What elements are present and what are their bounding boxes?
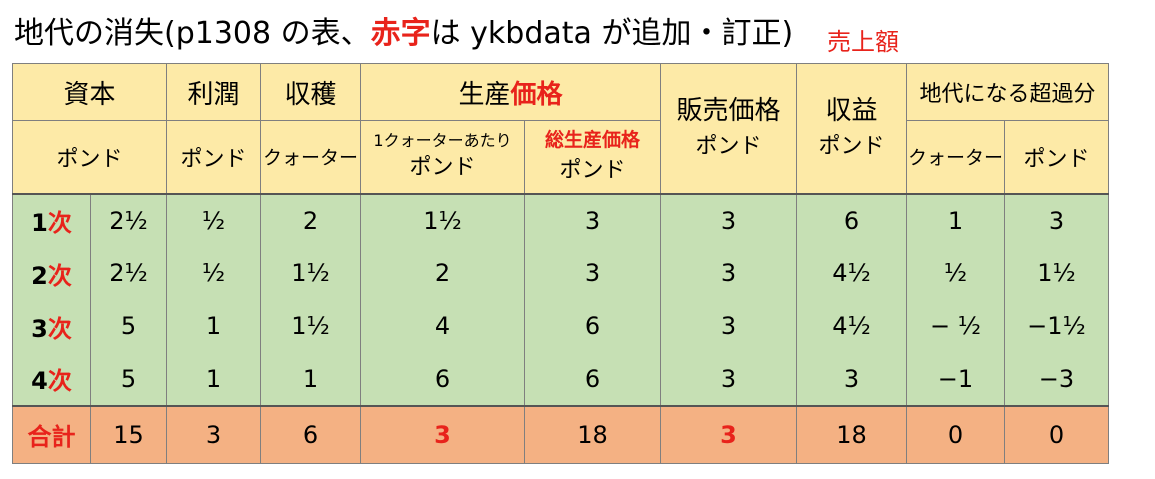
cell-revenue: 6 — [796, 192, 907, 247]
col-production-price: 生産価格 — [360, 63, 661, 121]
cell-total-price: 6 — [524, 299, 661, 353]
cell-per-quarter: 2 — [360, 246, 525, 300]
col-revenue-unit: ポンド — [818, 134, 885, 160]
row-label: 3次 — [12, 299, 91, 353]
total-row: 合計 15 3 6 3 18 3 18 0 0 — [12, 404, 1109, 464]
cell-revenue: 3 — [796, 352, 907, 406]
total-capital: 15 — [90, 404, 167, 464]
title-red-word: 赤字 — [370, 16, 431, 51]
cell-rent-pound: −3 — [1004, 352, 1109, 406]
cell-total-price: 3 — [524, 192, 661, 247]
col-total-production-price-unit: ポンド — [559, 157, 626, 183]
col-production-price-red: 価格 — [510, 79, 563, 110]
sales-annotation: 売上額 — [827, 28, 899, 56]
col-selling-price: 販売価格 ポンド — [660, 63, 797, 194]
table-row: 3次 5 1 1¹⁄₂ 4 6 3 4¹⁄₂ − ¹⁄₂ −1¹⁄₂ — [12, 299, 1109, 353]
col-selling-price-title: 販売価格 — [676, 96, 781, 127]
cell-selling-price: 3 — [660, 192, 797, 247]
row-label: 1次 — [12, 192, 91, 247]
col-per-quarter-title: 1クォーターあたり — [373, 131, 512, 151]
cell-rent-quarter: − ¹⁄₂ — [906, 299, 1005, 353]
cell-capital: 5 — [90, 299, 167, 353]
cell-total-price: 3 — [524, 246, 661, 300]
cell-capital: 2¹⁄₂ — [90, 192, 167, 247]
cell-rent-quarter: −1 — [906, 352, 1005, 406]
cell-rent-pound: 3 — [1004, 192, 1109, 247]
col-rent-surplus: 地代になる超過分 — [906, 63, 1109, 121]
cell-rent-quarter: ¹⁄₂ — [906, 246, 1005, 300]
cell-harvest: 1¹⁄₂ — [260, 246, 361, 300]
col-total-production-price-title: 総生産価格 — [544, 129, 640, 152]
cell-profit: ¹⁄₂ — [166, 246, 261, 300]
total-revenue: 18 — [796, 404, 907, 464]
cell-revenue: 4¹⁄₂ — [796, 299, 907, 353]
col-revenue: 収益 ポンド — [796, 63, 907, 194]
col-production-price-black: 生産 — [458, 79, 511, 110]
col-rent-pound-unit: ポンド — [1004, 120, 1109, 194]
row-label: 4次 — [12, 352, 91, 406]
cell-profit: ¹⁄₂ — [166, 192, 261, 247]
title-prefix: 地代の消失(p1308 の表、 — [14, 16, 371, 51]
cell-profit: 1 — [166, 299, 261, 353]
total-profit: 3 — [166, 404, 261, 464]
cell-capital: 2¹⁄₂ — [90, 246, 167, 300]
rent-table: 資本 利潤 収穫 生産価格 販売価格 ポンド 収益 ポンド 地代になる超過分 ポ… — [12, 63, 1109, 464]
cell-per-quarter: 1¹⁄₂ — [360, 192, 525, 247]
page-title: 地代の消失(p1308 の表、赤字は ykbdata が追加・訂正) — [14, 8, 793, 52]
table-row: 1次 2¹⁄₂ ¹⁄₂ 2 1¹⁄₂ 3 3 6 1 3 — [12, 192, 1109, 247]
cell-revenue: 4¹⁄₂ — [796, 246, 907, 300]
col-per-quarter-unit: ポンド — [409, 155, 476, 181]
col-total-production-price: 総生産価格 ポンド — [524, 120, 661, 194]
cell-rent-pound: 1¹⁄₂ — [1004, 246, 1109, 300]
cell-per-quarter: 4 — [360, 299, 525, 353]
cell-selling-price: 3 — [660, 246, 797, 300]
cell-total-price: 6 — [524, 352, 661, 406]
col-profit-unit: ポンド — [166, 120, 261, 194]
row-label: 2次 — [12, 246, 91, 300]
col-capital: 資本 — [12, 63, 167, 121]
cell-harvest: 1¹⁄₂ — [260, 299, 361, 353]
total-rent-pound: 0 — [1004, 404, 1109, 464]
col-harvest-unit: クォーター — [260, 120, 361, 194]
total-total-price: 18 — [524, 404, 661, 464]
col-capital-unit: ポンド — [12, 120, 167, 194]
col-harvest: 収穫 — [260, 63, 361, 121]
total-rent-quarter: 0 — [906, 404, 1005, 464]
cell-profit: 1 — [166, 352, 261, 406]
cell-harvest: 2 — [260, 192, 361, 247]
cell-selling-price: 3 — [660, 352, 797, 406]
cell-capital: 5 — [90, 352, 167, 406]
col-selling-price-unit: ポンド — [695, 134, 762, 160]
table-row: 4次 5 1 1 6 6 3 3 −1 −3 — [12, 352, 1109, 406]
cell-harvest: 1 — [260, 352, 361, 406]
col-revenue-title: 収益 — [825, 96, 878, 127]
cell-per-quarter: 6 — [360, 352, 525, 406]
col-profit: 利潤 — [166, 63, 261, 121]
col-per-quarter: 1クォーターあたり ポンド — [360, 120, 525, 194]
table-row: 2次 2¹⁄₂ ¹⁄₂ 1¹⁄₂ 2 3 3 4¹⁄₂ ¹⁄₂ 1¹⁄₂ — [12, 246, 1109, 300]
total-selling-price: 3 — [660, 404, 797, 464]
total-harvest: 6 — [260, 404, 361, 464]
cell-selling-price: 3 — [660, 299, 797, 353]
total-label: 合計 — [12, 404, 91, 464]
col-rent-quarter-unit: クォーター — [906, 120, 1005, 194]
title-suffix: は ykbdata が追加・訂正) — [430, 16, 794, 51]
cell-rent-pound: −1¹⁄₂ — [1004, 299, 1109, 353]
total-per-quarter: 3 — [360, 404, 525, 464]
cell-rent-quarter: 1 — [906, 192, 1005, 247]
